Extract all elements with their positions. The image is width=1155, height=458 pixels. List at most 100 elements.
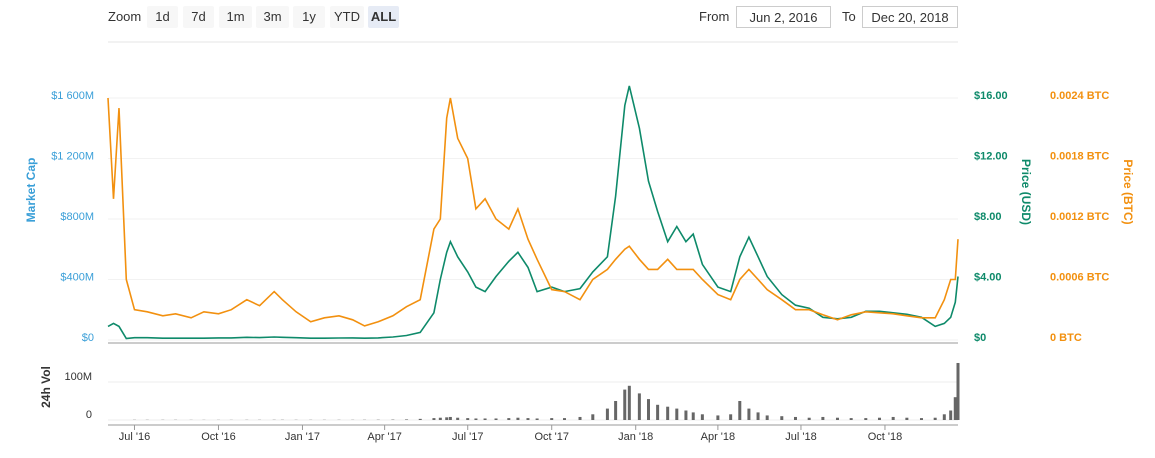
- x-tick-label: Jul '17: [452, 431, 483, 443]
- volume-bar: [646, 399, 650, 420]
- y3-tick-label: 0.0012 BTC: [1050, 211, 1109, 223]
- volume-bar: [738, 400, 742, 420]
- volume-bar: [516, 417, 520, 420]
- zoom-button[interactable]: 1m: [219, 6, 252, 28]
- y3-axis-title: Price (BTC): [1121, 159, 1135, 224]
- volume-bar: [780, 416, 784, 420]
- volume-bar: [623, 389, 627, 420]
- y2-tick-label: $16.00: [974, 90, 1008, 102]
- x-tick-label: Jan '18: [618, 431, 653, 443]
- volume-bar: [849, 418, 853, 420]
- volume-bar: [756, 412, 760, 420]
- to-label: To: [842, 9, 856, 24]
- volume-bar: [578, 416, 582, 420]
- volume-bar: [807, 417, 811, 420]
- volume-bar: [956, 362, 960, 420]
- volume-bar: [605, 408, 609, 420]
- volume-bar: [716, 415, 720, 420]
- volume-bar: [627, 385, 631, 420]
- volume-bar: [905, 417, 909, 420]
- volume-bar: [747, 408, 751, 420]
- volume-bar: [418, 418, 422, 420]
- x-tick-label: Jan '17: [285, 431, 320, 443]
- zoom-button[interactable]: 7d: [183, 6, 214, 28]
- volume-bar: [494, 418, 498, 420]
- y-axis-title: Market Cap: [24, 158, 38, 223]
- y-tick-label: $0: [82, 332, 94, 344]
- volume-bar: [953, 397, 957, 420]
- price-line: [107, 97, 959, 327]
- volume-bar: [526, 418, 530, 420]
- volume-bar: [691, 412, 695, 420]
- zoom-button[interactable]: 1y: [293, 6, 325, 28]
- to-input[interactable]: Dec 20, 2018: [862, 6, 958, 28]
- volume-bar: [877, 417, 881, 420]
- volume-bar: [919, 418, 923, 420]
- volume-bar: [637, 393, 641, 420]
- y-tick-label: $1 600M: [51, 90, 94, 102]
- price-line: [107, 85, 959, 340]
- y3-tick-label: 0.0024 BTC: [1050, 90, 1109, 102]
- volume-bar: [864, 418, 868, 420]
- volume-bar: [591, 414, 595, 420]
- x-tick-label: Jul '16: [119, 431, 150, 443]
- volume-bar: [765, 415, 769, 420]
- zoom-button[interactable]: 3m: [256, 6, 289, 28]
- volume-bar: [507, 418, 511, 420]
- volume-bar: [666, 406, 670, 420]
- from-input[interactable]: Jun 2, 2016: [736, 6, 831, 28]
- zoom-button[interactable]: 1d: [147, 6, 178, 28]
- volume-bar: [821, 416, 825, 420]
- volume-bar: [483, 418, 487, 420]
- volume-bar: [949, 410, 953, 420]
- volume-bar: [933, 417, 937, 420]
- x-tick-label: Jul '18: [785, 431, 816, 443]
- volume-bar: [891, 416, 895, 420]
- y3-tick-label: 0.0006 BTC: [1050, 271, 1109, 283]
- volume-bar: [456, 417, 460, 420]
- x-tick-label: Oct '17: [534, 431, 569, 443]
- volume-bar: [474, 418, 478, 420]
- y-tick-label: $1 200M: [51, 150, 94, 162]
- y2-axis-title: Price (USD): [1019, 159, 1033, 225]
- volume-bar: [684, 410, 688, 420]
- volume-tick-label: 100M: [64, 371, 92, 383]
- volume-bar: [656, 404, 660, 420]
- volume-tick-label: 0: [86, 409, 92, 421]
- volume-bar: [942, 414, 946, 420]
- volume-axis-title: 24h Vol: [39, 366, 53, 408]
- x-tick-label: Apr '18: [701, 431, 736, 443]
- volume-bar: [466, 418, 470, 420]
- x-tick-label: Apr '17: [367, 431, 402, 443]
- zoom-button[interactable]: YTD: [330, 6, 364, 28]
- zoom-label: Zoom: [108, 9, 142, 24]
- volume-bar: [614, 400, 618, 420]
- y-tick-label: $800M: [60, 211, 94, 223]
- y2-tick-label: $0: [974, 332, 986, 344]
- y2-tick-label: $4.00: [974, 271, 1002, 283]
- y2-tick-label: $12.00: [974, 150, 1008, 162]
- y3-tick-label: 0.0018 BTC: [1050, 150, 1109, 162]
- volume-bar: [405, 419, 409, 420]
- volume-bar: [793, 416, 797, 420]
- volume-bar: [729, 414, 733, 420]
- volume-bar: [445, 417, 449, 420]
- volume-bar: [835, 417, 839, 420]
- from-label: From: [699, 9, 730, 24]
- zoom-button[interactable]: ALL: [368, 6, 399, 28]
- volume-bar: [562, 418, 566, 420]
- volume-bar: [550, 418, 554, 420]
- volume-bar: [675, 408, 679, 420]
- x-tick-label: Oct '18: [868, 431, 903, 443]
- volume-bar: [432, 418, 436, 420]
- volume-bar: [535, 418, 539, 420]
- volume-bar: [448, 416, 452, 420]
- volume-bar: [438, 417, 442, 420]
- volume-bar: [700, 414, 704, 420]
- y3-tick-label: 0 BTC: [1050, 332, 1082, 344]
- y2-tick-label: $8.00: [974, 211, 1002, 223]
- y-tick-label: $400M: [60, 271, 94, 283]
- x-tick-label: Oct '16: [201, 431, 236, 443]
